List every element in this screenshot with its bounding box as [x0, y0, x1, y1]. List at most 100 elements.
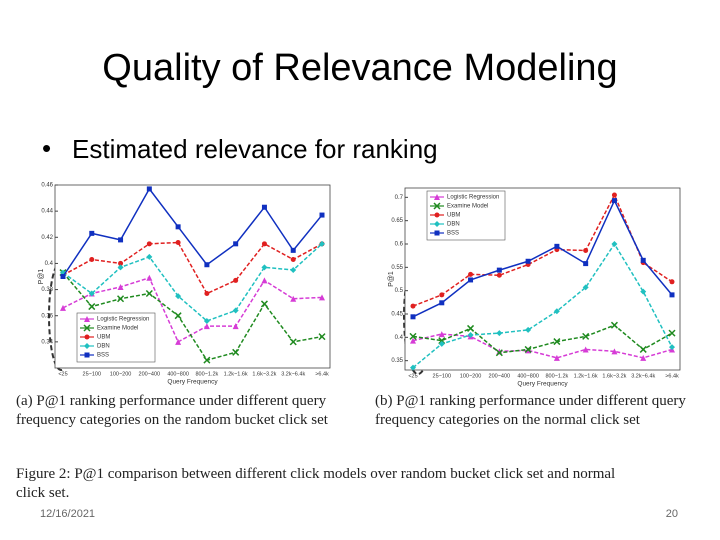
x-tick-label: 100~200 — [110, 371, 132, 377]
x-tick-label: 25~100 — [83, 371, 102, 377]
marker — [261, 264, 268, 271]
marker — [60, 274, 66, 279]
series-line — [62, 187, 323, 277]
caption-line: frequency categories on the normal click… — [375, 412, 641, 428]
y-tick-label: 0.38 — [41, 287, 53, 293]
x-axis-label: Query Frequency — [517, 381, 568, 388]
marker — [410, 364, 416, 371]
page-number: 20 — [666, 508, 678, 520]
marker — [88, 290, 95, 297]
marker — [434, 221, 440, 227]
marker — [290, 257, 296, 263]
y-tick-label: 0.4 — [45, 261, 54, 267]
marker — [639, 345, 647, 353]
marker — [496, 330, 503, 337]
x-tick-label: 3.2k~6.4k — [281, 371, 305, 377]
marker — [117, 264, 124, 271]
marker — [410, 337, 416, 344]
marker — [88, 303, 96, 311]
slide-title: Quality of Relevance Modeling — [102, 47, 617, 89]
y-tick-label: 0.5 — [395, 288, 404, 294]
marker — [496, 272, 502, 278]
x-tick-label: 800~1.2k — [545, 373, 568, 379]
marker — [232, 348, 240, 356]
marker — [433, 202, 441, 210]
legend-label: Logistic Regression — [97, 317, 149, 323]
series-line — [412, 324, 673, 354]
x-tick-label: 1.2k~1.6k — [574, 373, 598, 379]
y-tick-label: 0.45 — [391, 312, 403, 318]
marker — [290, 247, 296, 253]
marker — [319, 294, 325, 301]
series-line — [62, 243, 323, 322]
marker — [583, 261, 589, 267]
y-tick-label: 0.34 — [41, 339, 53, 345]
caption-line: click set. — [16, 485, 69, 501]
x-tick-label: 800~1.2k — [195, 371, 218, 377]
legend-label: BSS — [97, 353, 109, 359]
marker — [410, 303, 416, 309]
marker — [669, 292, 675, 298]
x-tick-label: 100~200 — [460, 373, 482, 379]
marker — [583, 248, 589, 254]
y-tick-label: 0.65 — [391, 218, 403, 224]
marker — [319, 212, 325, 218]
marker — [290, 295, 297, 302]
marker — [261, 204, 267, 210]
marker — [468, 271, 474, 277]
marker — [409, 332, 417, 340]
marker — [496, 267, 502, 273]
y-tick-label: 0.46 — [41, 183, 53, 189]
marker — [175, 293, 182, 300]
x-tick-label: 25~100 — [433, 373, 452, 379]
marker — [611, 192, 617, 198]
marker — [525, 258, 531, 264]
x-tick-label: >6.4k — [665, 373, 679, 379]
marker — [204, 262, 210, 268]
marker — [669, 344, 675, 351]
y-tick-label: 0.36 — [41, 313, 53, 319]
marker — [84, 352, 90, 358]
bullet-text: Estimated relevance for ranking — [72, 134, 438, 164]
legend-label: Logistic Regression — [447, 195, 499, 201]
marker — [118, 260, 124, 266]
marker — [553, 338, 561, 346]
marker — [60, 304, 66, 311]
caption-line: Figure 2: P@1 comparison between differe… — [16, 466, 615, 482]
x-axis-label: Query Frequency — [167, 379, 218, 386]
marker — [83, 324, 91, 332]
marker — [640, 354, 647, 361]
marker — [611, 348, 618, 355]
legend-label: UBM — [97, 335, 110, 341]
marker — [175, 224, 181, 230]
marker — [204, 290, 210, 296]
caption: (a) P@1 ranking performance under differ… — [16, 393, 329, 428]
series-line — [412, 242, 673, 369]
caption: (b) P@1 ranking performance under differ… — [375, 393, 686, 428]
marker — [89, 230, 95, 236]
marker — [203, 356, 211, 364]
y-tick-label: 0.55 — [391, 265, 403, 271]
marker — [434, 230, 440, 236]
y-tick-label: 0.42 — [41, 235, 53, 241]
y-tick-label: 0.6 — [395, 242, 404, 248]
x-tick-label: 200~400 — [139, 371, 161, 377]
marker — [668, 329, 676, 337]
x-tick-label: 1.6k~3.2k — [602, 373, 626, 379]
legend-label: UBM — [447, 213, 460, 219]
marker — [610, 321, 618, 329]
x-tick-label: <25 — [58, 371, 67, 377]
x-tick-label: 3.2k~6.4k — [631, 373, 655, 379]
marker — [434, 212, 440, 218]
marker — [175, 240, 181, 246]
marker — [611, 198, 617, 204]
x-tick-label: 1.2k~1.6k — [224, 371, 248, 377]
marker — [232, 323, 239, 330]
marker — [495, 349, 503, 357]
marker — [582, 284, 589, 291]
marker — [118, 237, 124, 243]
series-line — [62, 276, 323, 343]
y-tick-label: 0.44 — [41, 209, 53, 215]
marker — [203, 317, 210, 324]
